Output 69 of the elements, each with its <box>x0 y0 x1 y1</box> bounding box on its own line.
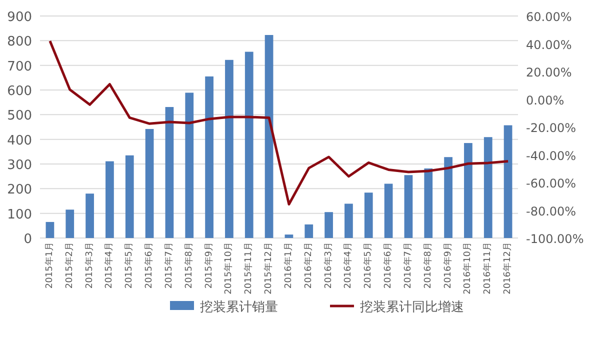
y2-tick-label: -80.00% <box>526 204 576 218</box>
x-tick-label: 2015年1月 <box>44 242 55 289</box>
bar <box>46 222 54 238</box>
x-tick-label: 2015年7月 <box>163 242 174 289</box>
bar <box>205 76 214 238</box>
x-tick-label: 2016年7月 <box>402 242 414 289</box>
x-tick-label: 2015年10月 <box>223 242 234 294</box>
y2-tick-label: 0.00% <box>526 93 564 108</box>
bar <box>66 210 74 238</box>
y-tick-label: 500 <box>7 108 32 124</box>
x-tick-label: 2016年12月 <box>502 242 514 294</box>
x-tick-label: 2015年4月 <box>104 242 115 289</box>
bar <box>324 212 333 238</box>
y-tick-label: 400 <box>7 133 32 148</box>
bar <box>424 168 433 238</box>
legend-label: 挖装累计销量 <box>200 300 278 315</box>
x-tick-label: 2015年2月 <box>64 242 75 289</box>
y2-tick-label: 40.00% <box>526 38 572 52</box>
y-tick-label: 900 <box>7 10 32 25</box>
x-tick-label: 2015年6月 <box>144 242 155 289</box>
bar <box>106 161 114 238</box>
bar <box>464 143 472 238</box>
x-tick-label: 2015年3月 <box>84 242 95 289</box>
y2-tick-label: 60.00% <box>526 10 572 24</box>
bar <box>264 34 274 238</box>
y-tick-label: 0 <box>24 232 32 247</box>
bar <box>304 224 314 238</box>
bar <box>86 194 94 238</box>
x-tick-label: 2016年5月 <box>362 242 374 289</box>
x-tick-label: 2016年9月 <box>442 242 454 289</box>
bar <box>244 52 254 238</box>
bar <box>185 92 194 238</box>
bar <box>384 184 393 238</box>
y-tick-label: 700 <box>7 59 32 74</box>
bar <box>364 192 373 238</box>
bar <box>125 155 134 238</box>
x-tick-label: 2016年11月 <box>482 242 494 294</box>
y-tick-label: 200 <box>7 182 32 198</box>
bar <box>404 175 413 238</box>
x-tick-label: 2015年8月 <box>183 242 194 289</box>
bar <box>344 204 353 238</box>
x-tick-label: 2016年10月 <box>462 242 474 294</box>
bar <box>484 137 492 238</box>
bar <box>145 128 154 238</box>
legend-label: 挖装累计同比增速 <box>360 300 464 315</box>
x-tick-label: 2016年1月 <box>282 242 294 289</box>
x-tick-label: 2016年2月 <box>302 242 314 289</box>
y-tick-label: 300 <box>7 158 32 173</box>
bar <box>284 234 294 238</box>
y2-tick-label: 20.00% <box>526 66 572 80</box>
x-tick-label: 2016年4月 <box>342 242 354 289</box>
bar <box>504 125 512 238</box>
y2-tick-label: -20.00% <box>526 121 576 135</box>
y2-tick-label: -100.00% <box>526 232 584 246</box>
y-tick-label: 800 <box>7 34 32 50</box>
y2-tick-label: -60.00% <box>526 176 576 190</box>
x-tick-label: 2016年8月 <box>422 242 434 289</box>
bar <box>165 107 174 238</box>
x-tick-label: 2016年6月 <box>382 242 394 289</box>
x-tick-label: 2015年5月 <box>124 242 135 289</box>
x-tick-label: 2015年12月 <box>263 242 274 294</box>
y-tick-label: 600 <box>7 84 32 99</box>
y-tick-label: 100 <box>7 207 32 222</box>
y2-tick-label: -40.00% <box>526 148 576 163</box>
x-tick-label: 2015年11月 <box>243 242 254 294</box>
bar <box>444 157 452 238</box>
bar <box>225 60 234 238</box>
x-tick-label: 2015年9月 <box>203 242 214 289</box>
x-tick-label: 2016年3月 <box>322 242 334 289</box>
